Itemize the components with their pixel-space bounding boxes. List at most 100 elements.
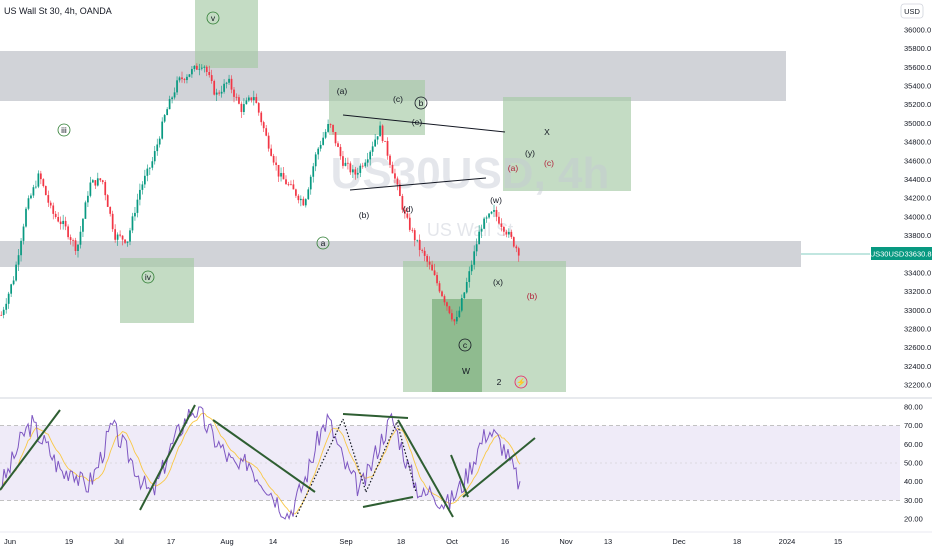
candle-body bbox=[134, 212, 136, 217]
candle-body bbox=[359, 165, 362, 173]
rsi-trendline-3 bbox=[212, 419, 316, 493]
candle-body bbox=[235, 96, 238, 98]
candle-body bbox=[374, 139, 377, 147]
candle-body bbox=[230, 78, 233, 90]
time-axis-tick: Dec bbox=[672, 537, 686, 546]
candle-body bbox=[329, 124, 332, 125]
candle-body bbox=[163, 115, 166, 122]
candle-body bbox=[366, 159, 369, 163]
candle-body bbox=[109, 206, 112, 214]
rsi-axis-tick: 80.00 bbox=[904, 403, 923, 412]
candle-body bbox=[223, 83, 225, 92]
rsi-axis[interactable]: 80.00 70.00 60.00 50.00 40.00 30.00 20.00 bbox=[904, 403, 923, 524]
candle-body bbox=[44, 186, 47, 196]
rsi-axis-tick: 40.00 bbox=[904, 477, 923, 486]
candle-body bbox=[436, 275, 438, 284]
triangle-lower-line bbox=[349, 177, 487, 191]
rsi-dotted-4 bbox=[396, 421, 417, 493]
candle-body bbox=[319, 144, 322, 149]
candle-body bbox=[121, 235, 124, 240]
candle-body bbox=[114, 229, 117, 240]
candle-body bbox=[426, 255, 429, 262]
candle-body bbox=[391, 164, 394, 174]
candle-body bbox=[151, 161, 154, 168]
candle-body bbox=[2, 309, 5, 316]
candle-body bbox=[515, 246, 518, 249]
candle-body bbox=[255, 97, 258, 104]
wave-label-v: v bbox=[211, 13, 216, 23]
price-pane[interactable]: US30USD, 4h US Wall St iii iv v a (a) (b… bbox=[0, 0, 932, 392]
price-axis-tick: 34800.0 bbox=[904, 138, 931, 147]
rsi-dotted-2 bbox=[342, 418, 367, 493]
candle-body bbox=[302, 198, 305, 206]
candle-body bbox=[213, 81, 216, 95]
wave-circle-iii bbox=[57, 123, 71, 137]
candle-body bbox=[275, 162, 277, 165]
candle-body bbox=[5, 303, 8, 310]
wave-label-iv: iv bbox=[145, 272, 152, 282]
candle-body bbox=[82, 218, 84, 232]
candle-body bbox=[143, 175, 146, 185]
candle-body bbox=[423, 250, 426, 256]
price-axis-tick: 34600.0 bbox=[904, 156, 931, 165]
candle-body bbox=[483, 218, 485, 229]
price-tag-symbol: US30USD bbox=[870, 250, 905, 259]
currency-button[interactable] bbox=[900, 3, 924, 19]
candle-body bbox=[507, 231, 510, 235]
candle-body bbox=[131, 216, 134, 231]
price-axis-tick: 35600.0 bbox=[904, 63, 931, 72]
rsi-axis-tick: 30.00 bbox=[904, 496, 923, 505]
rsi-trendline-8 bbox=[462, 437, 536, 498]
candle-body bbox=[322, 137, 325, 145]
candle-body bbox=[99, 178, 102, 181]
candle-body bbox=[193, 65, 196, 70]
time-axis-tick: Sep bbox=[339, 537, 352, 546]
lightning-icon[interactable] bbox=[514, 375, 528, 389]
rsi-dotted-lines bbox=[295, 418, 417, 518]
zone-wave-x bbox=[503, 97, 631, 191]
wave-label-e-paren: (e) bbox=[412, 117, 423, 127]
candles-layer bbox=[0, 63, 520, 326]
time-axis-tick: Aug bbox=[220, 537, 233, 546]
candle-body bbox=[260, 112, 263, 123]
candle-body bbox=[257, 103, 260, 113]
candle-body bbox=[141, 184, 144, 190]
candle-body bbox=[451, 313, 453, 320]
candle-body bbox=[485, 217, 488, 219]
candle-body bbox=[158, 138, 161, 145]
candle-body bbox=[22, 226, 25, 241]
candle-body bbox=[337, 143, 339, 147]
time-axis[interactable]: Jun 19 Jul 17 Aug 14 Sep 18 Oct 16 Nov 13 Dec 18 2024 1… bbox=[4, 537, 842, 546]
candle-body bbox=[386, 140, 389, 156]
rsi-trendline-2 bbox=[139, 404, 196, 511]
wave-label-c: c bbox=[463, 340, 468, 350]
price-axis-tick: 33200.0 bbox=[904, 287, 931, 296]
candle-body bbox=[480, 228, 483, 232]
wave-label-a-red: (a) bbox=[508, 163, 519, 173]
wave-label-iii: iii bbox=[61, 125, 67, 135]
candle-body bbox=[64, 220, 67, 227]
candle-body bbox=[111, 213, 114, 230]
candle-body bbox=[116, 234, 119, 240]
price-axis-tick: 33000.0 bbox=[904, 306, 931, 315]
price-tag-symbol-bg bbox=[871, 247, 904, 260]
candle-body bbox=[299, 198, 302, 201]
candle-body bbox=[262, 122, 265, 129]
candle-body bbox=[280, 172, 282, 177]
wave-label-b-red: (b) bbox=[527, 291, 538, 301]
wave-label-w-paren: (w) bbox=[490, 195, 502, 205]
wave-circle-c bbox=[458, 338, 472, 352]
candle-body bbox=[161, 121, 164, 139]
candle-body bbox=[438, 283, 441, 292]
time-axis-tick: 16 bbox=[501, 537, 509, 546]
candle-body bbox=[428, 261, 431, 265]
candle-body bbox=[356, 172, 359, 175]
chart-title: US Wall St 30, 4h, OANDA bbox=[4, 6, 112, 16]
candle-body bbox=[74, 240, 77, 252]
candle-body bbox=[431, 264, 433, 271]
candle-body bbox=[79, 231, 82, 245]
candle-body bbox=[166, 109, 169, 116]
candle-body bbox=[186, 76, 188, 81]
candle-body bbox=[203, 66, 206, 68]
rsi-pane[interactable]: 80.00 70.00 60.00 50.00 40.00 30.00 20.00 bbox=[0, 403, 923, 524]
